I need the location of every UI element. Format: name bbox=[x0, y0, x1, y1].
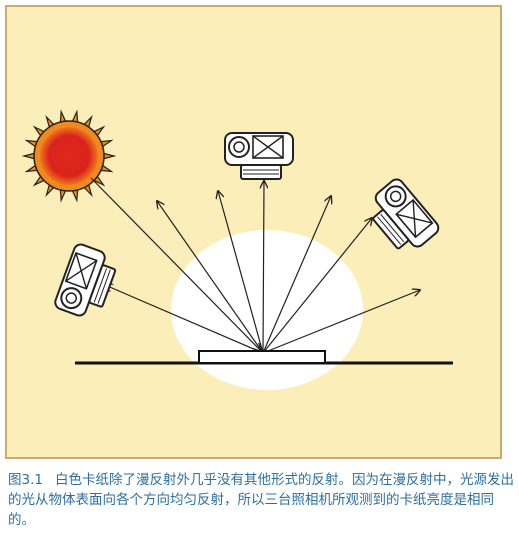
sun-icon bbox=[21, 109, 117, 203]
incident-ray bbox=[90, 177, 261, 351]
reflected-rays bbox=[105, 181, 420, 354]
figure-caption-text: 白色卡纸除了漫反射外几乎没有其他形式的反射。因为在漫反射中，光源发出的光从物体表… bbox=[8, 472, 514, 528]
figure-caption: 图3.1 白色卡纸除了漫反射外几乎没有其他形式的反射。因为在漫反射中，光源发出的光… bbox=[8, 470, 514, 530]
diffuse-spot bbox=[171, 230, 363, 390]
figure-illustration bbox=[5, 5, 502, 459]
white-card bbox=[198, 350, 326, 364]
figure-number: 图3.1 bbox=[8, 472, 43, 488]
diffuse-reflection-diagram bbox=[5, 5, 502, 459]
